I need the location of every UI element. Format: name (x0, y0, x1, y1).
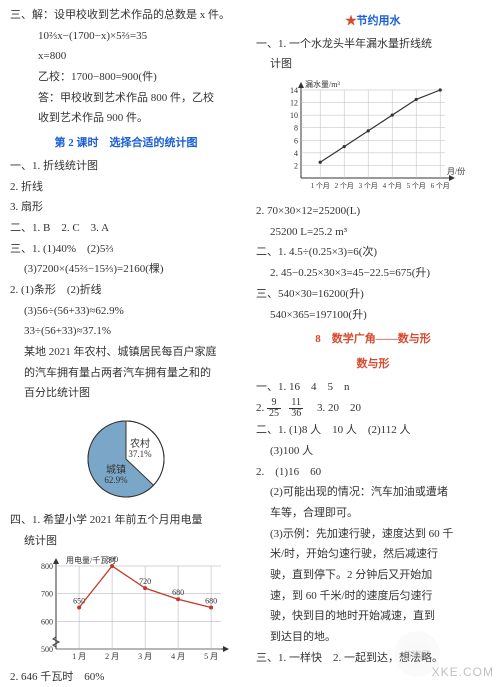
text: x=800 (10, 47, 242, 66)
text: (3)7200×(45⅔−15⅔)=2160(棵) (10, 260, 242, 279)
text: 速，到 60 千米/时的速度后匀速行 (256, 587, 490, 606)
svg-text:800: 800 (106, 555, 118, 564)
fraction: 1136 (289, 398, 303, 419)
text: (3)示例：先加速行驶，速度达到 60 千 (256, 525, 490, 544)
text: 一、1. 一个水龙头半年漏水量折线统 (256, 35, 490, 54)
text: 二、1. (1)8 人 10 人 (2)112 人 (256, 421, 490, 440)
text: 一、1. 16 4 5 n (256, 378, 490, 397)
title-text: 节约用水 (357, 15, 401, 27)
svg-text:14: 14 (290, 86, 298, 95)
svg-text:500: 500 (41, 645, 53, 654)
text: 到达目的地。 (256, 628, 490, 647)
left-column: 三、解：设甲校收到艺术作品的总数是 x 件。 10⅔x−(1700−x)×5⅔=… (0, 0, 250, 683)
text: 百分比统计图 (10, 384, 242, 403)
text: 2. (1)16 60 (256, 463, 490, 482)
text: 驶，快到目的地时开始减速，直到 (256, 607, 490, 626)
svg-text:680: 680 (205, 597, 217, 606)
svg-text:2: 2 (294, 161, 298, 170)
text: 2. (1)条形 (2)折线 (10, 281, 242, 300)
text: 2. 折线 (10, 178, 242, 197)
svg-text:37.1%: 37.1% (128, 449, 152, 459)
watermark-text: XKE.COM (432, 665, 494, 679)
page-root: 三、解：设甲校收到艺术作品的总数是 x 件。 10⅔x−(1700−x)×5⅔=… (0, 0, 500, 683)
text: 二、1. 4.5÷(0.25×3)=6(次) (256, 243, 490, 262)
svg-text:6: 6 (294, 136, 298, 145)
text: 2. 70×30×12=25200(L) (256, 202, 490, 221)
svg-text:800: 800 (41, 562, 53, 571)
text: 2. 646 千瓦时 60% (10, 668, 242, 687)
svg-text:5 月: 5 月 (204, 652, 218, 661)
text: 三、解：设甲校收到艺术作品的总数是 x 件。 (10, 6, 242, 25)
svg-text:700: 700 (41, 590, 53, 599)
text: 2. 925 1136 3. 20 20 (256, 398, 490, 419)
svg-text:1 月: 1 月 (72, 652, 86, 661)
text: 二、1. B 2. C 3. A (10, 219, 242, 238)
svg-text:650: 650 (73, 597, 85, 606)
text: 三、540×30=16200(升) (256, 285, 490, 304)
section-title-8: 8 数学广角——数与形 (256, 330, 490, 349)
text: 540×365=197100(升) (256, 306, 490, 325)
text: 四、1. 希望小学 2021 年前五个月用电量 (10, 511, 242, 530)
svg-text:3 个月: 3 个月 (359, 182, 378, 190)
text: 收到艺术作品 900 件。 (10, 109, 242, 128)
text: (3)100 人 (256, 442, 490, 461)
section-sub-8: 数与形 (256, 355, 490, 374)
water-line-chart: 漏水量/m³ 月/份 2 4 6 8 10 12 14 1 个月 2 个月 3 个月 4 个月 5 个月 6… (273, 78, 473, 198)
text: 的汽车拥有量占两者汽车拥有量之和的 (10, 364, 242, 383)
text: 统计图 (10, 532, 242, 551)
text: 33÷(56+33)≈37.1% (10, 322, 242, 341)
svg-text:4: 4 (294, 149, 298, 158)
svg-text:10: 10 (290, 111, 298, 120)
label: 2. (256, 402, 267, 414)
text: 计图 (256, 55, 490, 74)
right-column: ★节约用水 一、1. 一个水龙头半年漏水量折线统 计图 漏水量/m³ 月/份 2 4 6… (250, 0, 500, 683)
svg-text:5 个月: 5 个月 (407, 182, 426, 190)
section-title: 第 2 课时 选择合适的统计图 (10, 134, 242, 153)
svg-text:6 个月: 6 个月 (431, 182, 450, 190)
svg-text:3 月: 3 月 (138, 652, 152, 661)
text: 答：甲校收到艺术作品 800 件，乙校 (10, 89, 242, 108)
text: 驶，直到停下。2 分钟后又开始加 (256, 566, 490, 585)
text: (3)56÷(56+33)≈62.9% (10, 302, 242, 321)
svg-text:2 个月: 2 个月 (335, 182, 354, 190)
text: 一、1. 折线统计图 (10, 157, 242, 176)
text: 乙校：1700−800=900(件) (10, 68, 242, 87)
text: 米/时，开始匀速行驶，然后减速行 (256, 545, 490, 564)
svg-text:漏水量/m³: 漏水量/m³ (305, 79, 340, 89)
text: (2)可能出现的情况：汽车加油或遭堵 (256, 483, 490, 502)
text: 2. 45−0.25×30×3=45−22.5=675(升) (256, 264, 490, 283)
electricity-line-chart: 用电量/千瓦时5006007008001 月2 月3 月4 月5 月650800… (21, 554, 231, 664)
fraction: 925 (267, 398, 281, 419)
label: 3. 20 20 (306, 402, 361, 414)
text: 某地 2021 年农村、城镇居民每百户家庭 (10, 343, 242, 362)
svg-text:62.9%: 62.9% (104, 475, 128, 485)
svg-text:月/份: 月/份 (447, 166, 465, 176)
text: 三、1. (1)40% (2)5⅔ (10, 240, 242, 259)
svg-text:680: 680 (172, 589, 184, 598)
text: 车等，合理即可。 (256, 504, 490, 523)
text: 3. 扇形 (10, 198, 242, 217)
text: 10⅔x−(1700−x)×5⅔=35 (10, 27, 242, 46)
text: 25200 L=25.2 m³ (256, 223, 490, 242)
svg-text:8: 8 (294, 124, 298, 133)
svg-text:1 个月: 1 个月 (311, 182, 330, 190)
section-title-water: ★节约用水 (256, 12, 490, 31)
svg-text:4 个月: 4 个月 (383, 182, 402, 190)
star-icon: ★ (346, 15, 357, 27)
svg-text:4 月: 4 月 (171, 652, 185, 661)
svg-text:600: 600 (41, 618, 53, 627)
svg-text:2 月: 2 月 (105, 652, 119, 661)
svg-text:12: 12 (290, 99, 298, 108)
pie-chart: 农村37.1%城镇62.9% (61, 407, 191, 507)
